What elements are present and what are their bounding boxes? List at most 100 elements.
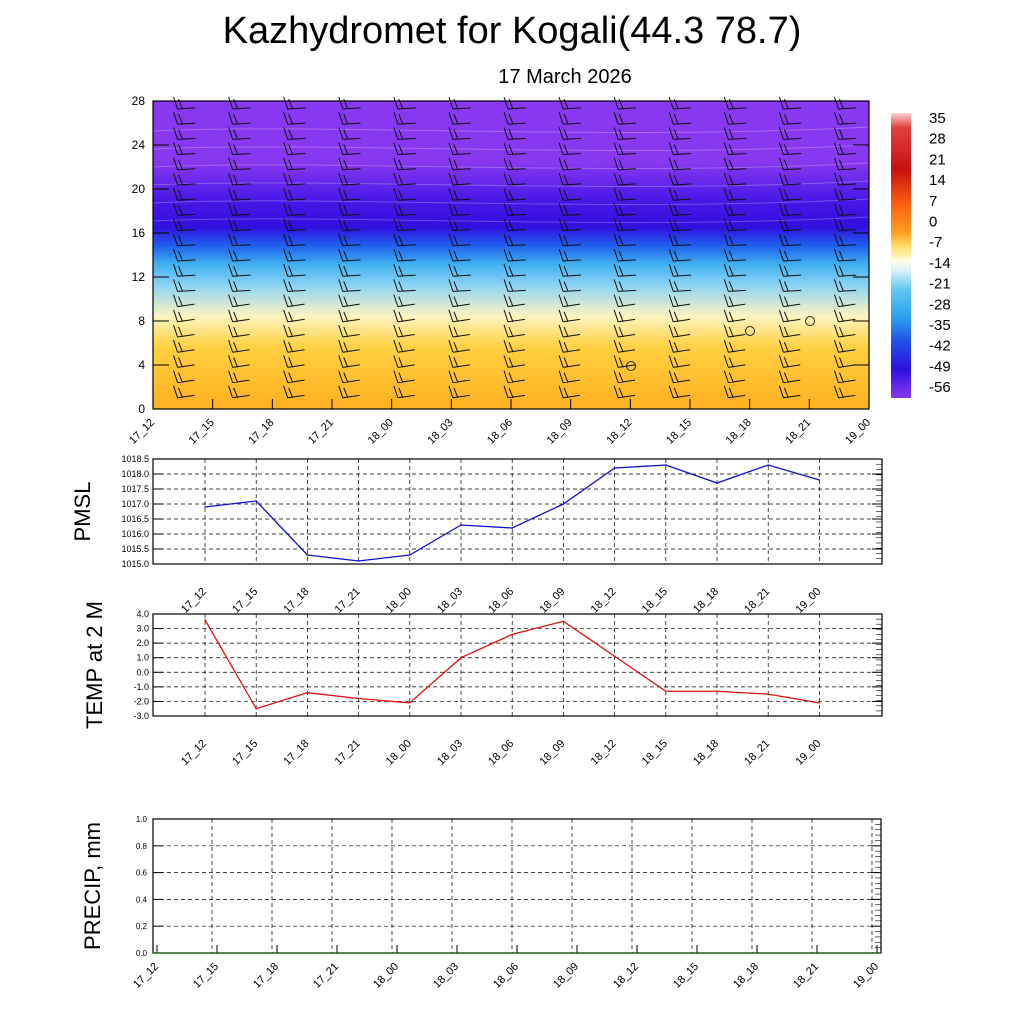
wind-barb: [503, 370, 525, 384]
x-tick-label: 18_12: [611, 961, 641, 991]
wind-barb: [228, 264, 251, 277]
wind-barb: [503, 264, 526, 277]
x-tick-label: 18_03: [435, 586, 465, 616]
wind-barb: [778, 309, 801, 323]
plot-frame: [152, 613, 883, 717]
plot-frame: [152, 458, 883, 565]
x-tick-label: 17_21: [311, 961, 341, 991]
colorbar-label: -56: [929, 379, 951, 396]
wind-barb: [558, 248, 581, 262]
wind-barb: [393, 340, 415, 353]
colorbar-label: -7: [929, 234, 942, 251]
colorbar: [891, 113, 911, 398]
wind-barb: [503, 279, 526, 292]
wind-barb: [448, 279, 471, 292]
data-point: [613, 467, 616, 469]
x-tick-label: 17_12: [179, 738, 209, 768]
x-tick-label: 18_15: [640, 738, 670, 768]
wind-barb: [558, 294, 581, 308]
wind-barb: [613, 188, 636, 201]
wind-barb: [393, 279, 416, 292]
x-tick-label: 17_12: [179, 586, 209, 616]
wind-barb: [723, 127, 747, 140]
wind-barb: [448, 370, 470, 384]
x-tick-label: 18_09: [545, 417, 575, 447]
wind-barb: [338, 188, 361, 201]
wind-barb: [558, 233, 581, 247]
wind-barb: [723, 385, 746, 399]
wind-barb: [173, 309, 195, 323]
wind-barb: [778, 142, 802, 156]
wind-barb: [448, 309, 470, 323]
wind-barb: [393, 142, 416, 156]
wind-barb: [448, 264, 471, 277]
wind-barb: [833, 355, 856, 368]
y-tick-label: 0.6: [136, 869, 148, 878]
wind-barb: [558, 264, 581, 277]
colorbar-label: 0: [929, 214, 937, 231]
wind-barb: [778, 264, 802, 277]
wind-barb: [668, 172, 692, 186]
data-point: [306, 554, 309, 556]
x-tick-label: 18_09: [537, 738, 567, 768]
wind-barb: [833, 264, 857, 277]
y-tick-label: 1016.0: [121, 529, 149, 539]
calm-wind-circle: [626, 361, 636, 371]
wind-barb: [778, 340, 801, 353]
x-tick-label: 17_21: [333, 738, 363, 768]
calm-wind-circle: [745, 326, 755, 336]
data-point: [357, 560, 360, 562]
wind-barb: [283, 157, 306, 171]
wind-barb: [448, 294, 470, 308]
x-tick-label: 18_00: [371, 961, 401, 991]
x-tick-label: 18_03: [431, 961, 461, 991]
wind-barb: [173, 355, 195, 368]
wind-barb: [833, 203, 857, 216]
wind-barb: [228, 188, 251, 201]
wind-barb: [228, 340, 250, 353]
wind-barb: [503, 340, 525, 353]
y-tick-label: 0.0: [136, 667, 149, 677]
wind-barb: [283, 279, 306, 292]
wind-barb: [668, 233, 692, 247]
wind-barb: [228, 385, 250, 399]
data-point: [409, 702, 411, 704]
wind-barb: [283, 355, 305, 368]
colorbar-label: -49: [929, 358, 951, 375]
colorbar-label: -21: [929, 276, 951, 293]
wind-barb: [778, 248, 802, 262]
y-tick-label: 4.0: [136, 609, 149, 619]
wind-barb: [613, 324, 636, 338]
wind-barb: [448, 248, 471, 262]
x-tick-label: 18_06: [491, 961, 521, 991]
wind-barb: [283, 248, 306, 262]
wind-barb: [613, 127, 636, 140]
data-point: [767, 693, 769, 695]
y-tick-label: 3.0: [136, 624, 149, 634]
y-tick-label: 1.0: [136, 815, 148, 824]
data-point: [716, 690, 718, 693]
x-tick-label: 18_06: [485, 417, 515, 447]
contour-line: [152, 180, 870, 188]
wind-barb: [228, 294, 250, 308]
x-tick-label: 18_18: [731, 961, 761, 991]
colorbar-label: 28: [929, 131, 946, 148]
x-tick-label: 18_00: [384, 586, 414, 616]
wind-barb: [723, 112, 747, 125]
x-tick-label: 18_00: [366, 417, 396, 447]
x-tick-label: 18_18: [691, 738, 721, 768]
wind-barb: [173, 203, 196, 216]
wind-barb: [778, 112, 802, 125]
data-point: [255, 707, 257, 710]
wind-barb: [283, 218, 306, 232]
wind-barb: [228, 279, 251, 292]
wind-barb: [448, 157, 471, 171]
wind-barb: [668, 309, 691, 323]
wind-barb: [723, 248, 747, 262]
wind-barb: [448, 127, 471, 140]
x-tick-label: 18_21: [742, 586, 772, 616]
wind-barb: [833, 142, 857, 156]
wind-barb: [393, 157, 416, 171]
wind-barb: [558, 324, 581, 338]
wind-barb: [173, 157, 196, 171]
